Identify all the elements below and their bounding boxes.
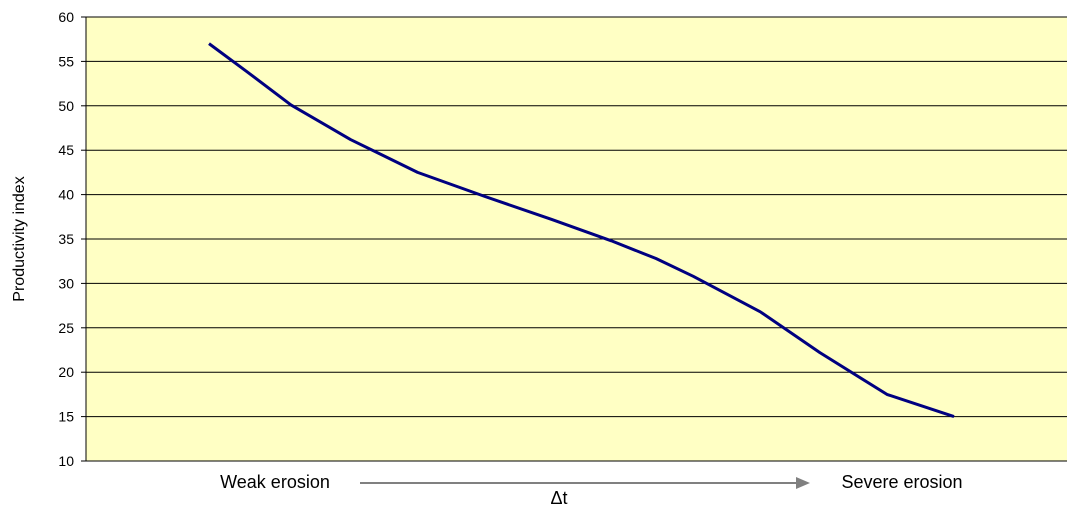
series-group: [208, 42, 955, 419]
weak-erosion-label: Weak erosion: [220, 472, 330, 492]
arrow-head-icon: [796, 477, 810, 489]
gridlines: [86, 16, 1067, 418]
y-tick-label: 10: [58, 453, 74, 469]
y-tick-label: 40: [58, 187, 74, 203]
delta-t-label: Δt: [550, 488, 567, 506]
y-tick-label: 50: [58, 98, 74, 114]
y-tick-label: 45: [58, 142, 74, 158]
y-tick-label: 15: [58, 409, 74, 425]
y-axis-ticks: 10 15 20 25 30 35 40 45 50 55 60: [58, 9, 86, 469]
y-axis-label: Productivity index: [11, 176, 28, 301]
y-tick-label: 35: [58, 231, 74, 247]
y-tick-label: 55: [58, 53, 74, 69]
y-tick-label: 60: [58, 9, 74, 25]
y-tick-label: 20: [58, 364, 74, 380]
y-tick-label: 25: [58, 320, 74, 336]
severe-erosion-label: Severe erosion: [841, 472, 962, 492]
series-line: [208, 42, 955, 419]
y-tick-label: 30: [58, 275, 74, 291]
